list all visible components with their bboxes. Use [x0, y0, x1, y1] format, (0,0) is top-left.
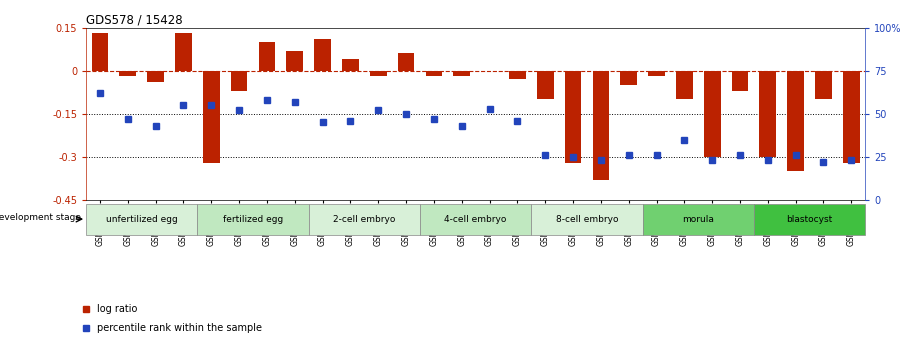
Bar [704, 71, 720, 157]
Text: GDS578 / 15428: GDS578 / 15428 [86, 13, 183, 27]
Bar [258, 42, 275, 71]
Bar [648, 71, 665, 77]
Text: 8-cell embryo: 8-cell embryo [555, 215, 618, 224]
Text: unfertilized egg: unfertilized egg [106, 215, 178, 224]
Text: development stage: development stage [0, 213, 81, 222]
Bar [286, 51, 304, 71]
Bar [86, 204, 198, 235]
Text: log ratio: log ratio [98, 304, 138, 314]
Bar [815, 71, 832, 99]
Bar [203, 71, 219, 163]
Bar [314, 39, 331, 71]
Bar [621, 71, 637, 85]
Bar [564, 71, 582, 163]
Bar [175, 33, 192, 71]
Text: morula: morula [682, 215, 714, 224]
Bar [231, 71, 247, 91]
Bar [642, 204, 754, 235]
Bar [593, 71, 609, 180]
Bar [92, 33, 109, 71]
Text: fertilized egg: fertilized egg [223, 215, 284, 224]
Text: percentile rank within the sample: percentile rank within the sample [98, 323, 263, 333]
Bar [309, 204, 420, 235]
Bar [754, 204, 865, 235]
Bar [759, 71, 776, 157]
Bar [120, 71, 136, 77]
Bar [398, 53, 414, 71]
Text: blastocyst: blastocyst [786, 215, 833, 224]
Text: 4-cell embryo: 4-cell embryo [445, 215, 506, 224]
Bar [453, 71, 470, 77]
Bar [537, 71, 554, 99]
Bar [420, 204, 531, 235]
Bar [676, 71, 693, 99]
Bar [732, 71, 748, 91]
Bar [370, 71, 387, 77]
Bar [342, 59, 359, 71]
Bar [787, 71, 804, 171]
Bar [148, 71, 164, 82]
Bar [843, 71, 860, 163]
Bar [531, 204, 642, 235]
Bar [509, 71, 525, 79]
Bar [198, 204, 309, 235]
Text: 2-cell embryo: 2-cell embryo [333, 215, 396, 224]
Bar [426, 71, 442, 77]
